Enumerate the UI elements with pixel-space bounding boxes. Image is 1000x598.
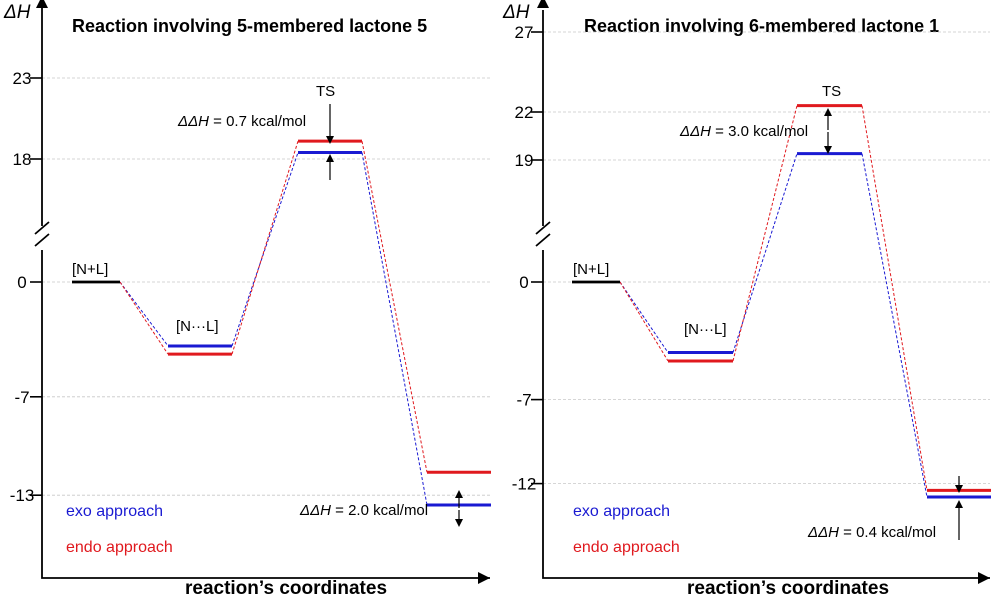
ddh-product-annotation: ΔΔH = 2.0 kcal/mol: [299, 502, 428, 519]
state-label-reactants: [N+L]: [72, 261, 108, 278]
y-tick-label: 0: [519, 273, 528, 292]
state-label-ts: TS: [822, 83, 841, 100]
y-ticks: 27 22 19 0 -7 -12: [512, 23, 543, 494]
legend-endo: endo approach: [573, 539, 680, 556]
energy-profile: [72, 139, 491, 507]
y-tick-label: -7: [14, 388, 29, 407]
state-label-complex: [N···L]: [684, 321, 727, 338]
panel-6-membered: ΔH Reaction involving 6-membered lactone…: [502, 0, 991, 598]
exo-connector: [619, 281, 669, 353]
y-tick-label: 27: [515, 23, 534, 42]
exo-connector: [732, 153, 798, 353]
energy-profile: [572, 104, 991, 499]
y-tick-label: -13: [10, 486, 35, 505]
state-label-reactants: [N+L]: [573, 261, 609, 278]
x-axis-label: reaction’s coordinates: [185, 578, 387, 598]
state-label-ts: TS: [316, 83, 335, 100]
y-tick-label: 0: [17, 273, 26, 292]
legend-exo: exo approach: [573, 503, 670, 520]
x-axis-arrow: [478, 572, 490, 584]
exo-connector: [361, 152, 428, 506]
y-tick-label: -7: [516, 391, 531, 410]
axis-break: [34, 221, 50, 247]
y-tick-label: 23: [13, 69, 32, 88]
chart-title: Reaction involving 6-membered lactone 1: [584, 16, 939, 36]
y-axis-label: ΔH: [502, 2, 530, 23]
panel-5-membered: ΔH Reaction involving 5-membered lactone…: [3, 0, 491, 598]
y-axis-label: ΔH: [3, 2, 31, 23]
x-axis-arrow: [978, 572, 990, 584]
y-tick-label: -12: [512, 475, 537, 494]
y-axis-arrow: [36, 0, 48, 8]
endo-connector: [861, 105, 928, 491]
endo-connector: [231, 141, 299, 355]
axis-break: [535, 221, 551, 247]
y-tick-label: 22: [515, 103, 534, 122]
y-axis-arrow: [537, 0, 549, 8]
chart-title: Reaction involving 5-membered lactone 5: [72, 16, 427, 36]
ddh-ts-annotation: ΔΔH = 3.0 kcal/mol: [679, 123, 808, 140]
exo-connector: [119, 281, 169, 347]
ddh-product-annotation: ΔΔH = 0.4 kcal/mol: [807, 524, 936, 541]
y-tick-label: 19: [515, 151, 534, 170]
x-axis-label: reaction’s coordinates: [687, 578, 889, 598]
endo-connector: [361, 141, 428, 473]
endo-connector: [119, 281, 169, 355]
gridlines: [543, 31, 990, 485]
endo-connector: [619, 281, 669, 362]
exo-connector: [861, 153, 928, 498]
endo-connector: [732, 105, 798, 362]
y-ticks: 23 18 0 -7 -13: [10, 69, 42, 505]
exo-connector: [231, 152, 299, 347]
legend-endo: endo approach: [66, 539, 173, 556]
gridlines: [42, 77, 490, 496]
ddh-ts-annotation: ΔΔH = 0.7 kcal/mol: [177, 113, 306, 130]
x-axis: [542, 250, 990, 579]
state-label-complex: [N···L]: [176, 318, 219, 335]
legend-exo: exo approach: [66, 503, 163, 520]
x-axis: [41, 250, 490, 579]
y-tick-label: 18: [13, 150, 32, 169]
